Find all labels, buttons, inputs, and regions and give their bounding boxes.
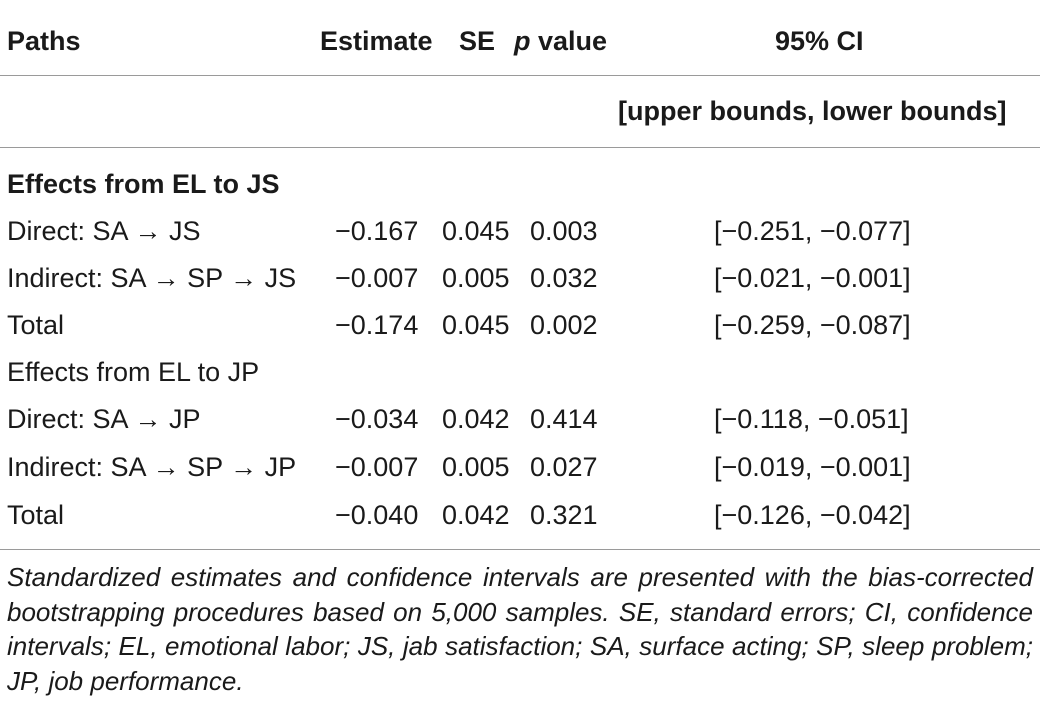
row-estimate: −0.174 [335, 310, 419, 340]
section-title-js: Effects from EL to JS [7, 169, 280, 199]
row-ci: [−0.259, −0.087] [714, 310, 911, 340]
row-ci: [−0.118, −0.051] [714, 404, 909, 434]
header-ci-subtitle: [upper bounds, lower bounds] [618, 96, 1007, 126]
row-se: 0.005 [442, 263, 510, 293]
header-divider [0, 75, 1040, 76]
row-ci: [−0.126, −0.042] [714, 500, 911, 530]
table-footnote: Standardized estimates and confidence in… [7, 562, 1033, 696]
row-p: 0.002 [530, 310, 598, 340]
row-estimate: −0.034 [335, 404, 419, 434]
row-p: 0.027 [530, 452, 598, 482]
row-se: 0.042 [442, 404, 510, 434]
row-ci: [−0.019, −0.001] [714, 452, 911, 482]
row-estimate: −0.007 [335, 452, 419, 482]
body-divider-bottom [0, 549, 1040, 550]
row-se: 0.045 [442, 216, 510, 246]
header-p-rest: value [530, 26, 608, 56]
header-p-value: p value [514, 28, 607, 55]
row-path: Direct: SA → JP [7, 404, 201, 434]
header-ci: 95% CI [775, 26, 864, 56]
row-path: Total [7, 500, 65, 530]
row-se: 0.005 [442, 452, 510, 482]
row-p: 0.321 [530, 500, 598, 530]
header-paths: Paths [7, 26, 81, 56]
row-path: Total [7, 310, 65, 340]
row-estimate: −0.167 [335, 216, 419, 246]
row-estimate: −0.040 [335, 500, 419, 530]
row-p: 0.414 [530, 404, 598, 434]
body-divider-top [0, 147, 1040, 148]
header-p-italic: p [514, 26, 531, 56]
row-ci: [−0.021, −0.001] [714, 263, 911, 293]
row-ci: [−0.251, −0.077] [714, 216, 911, 246]
row-estimate: −0.007 [335, 263, 419, 293]
row-path: Indirect: SA → SP → JS [7, 263, 297, 293]
row-p: 0.032 [530, 263, 598, 293]
header-se: SE [459, 26, 496, 56]
section-title-jp: Effects from EL to JP [7, 357, 260, 387]
row-path: Indirect: SA → SP → JP [7, 452, 297, 482]
row-se: 0.045 [442, 310, 510, 340]
header-estimate: Estimate [320, 26, 433, 56]
row-se: 0.042 [442, 500, 510, 530]
row-path: Direct: SA → JS [7, 216, 201, 246]
row-p: 0.003 [530, 216, 598, 246]
